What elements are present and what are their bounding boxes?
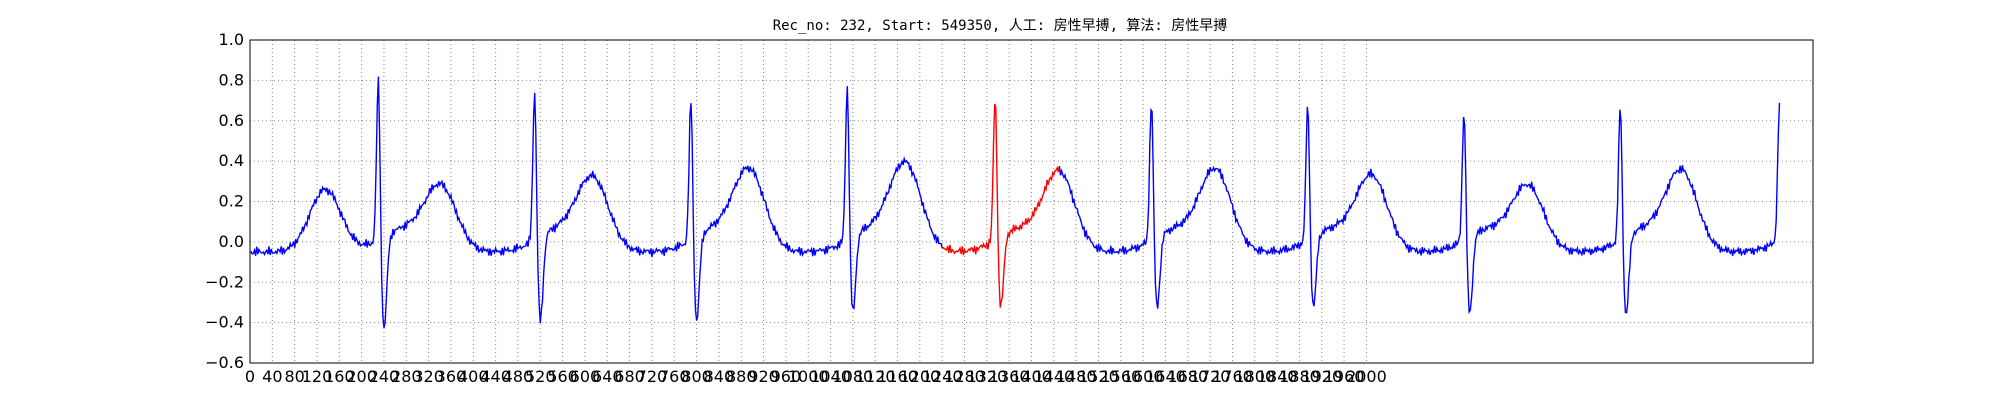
x-tick-label: 1520 bbox=[1078, 367, 1119, 386]
chart-title: Rec_no: 232, Start: 549350, 人工: 房性早搏, 算法… bbox=[773, 17, 1228, 34]
x-tick-label: 1200 bbox=[899, 367, 940, 386]
x-tick-label: 360 bbox=[436, 367, 467, 386]
x-tick-label: 400 bbox=[458, 367, 489, 386]
y-tick-label: −0.2 bbox=[205, 272, 244, 291]
x-tick-label: 1040 bbox=[810, 367, 851, 386]
x-tick-label: 520 bbox=[525, 367, 556, 386]
y-tick-label: −0.6 bbox=[205, 353, 244, 372]
x-tick-label: 0 bbox=[245, 367, 255, 386]
x-tick-label: 1560 bbox=[1100, 367, 1141, 386]
x-tick-label: 440 bbox=[480, 367, 511, 386]
x-tick-label: 40 bbox=[262, 367, 282, 386]
y-tick-label: 0.6 bbox=[219, 111, 244, 130]
x-tick-label: 1920 bbox=[1301, 367, 1342, 386]
plot-frame bbox=[249, 39, 1814, 364]
x-tick-label: 1400 bbox=[1011, 367, 1052, 386]
x-tick-label: 200 bbox=[346, 367, 377, 386]
x-tick-label: 120 bbox=[302, 367, 333, 386]
x-tick-label: 1840 bbox=[1257, 367, 1298, 386]
y-tick-label: 0.2 bbox=[219, 192, 244, 211]
series bbox=[249, 76, 1781, 329]
x-tick-label: 240 bbox=[369, 367, 400, 386]
y-tick-label: 0.0 bbox=[219, 232, 244, 251]
x-tick-label: 1120 bbox=[855, 367, 896, 386]
x-tick-label: 480 bbox=[503, 367, 534, 386]
y-tick-label: 1.0 bbox=[219, 30, 244, 49]
x-tick-label: 1960 bbox=[1324, 367, 1365, 386]
x-tick-label: 880 bbox=[726, 367, 757, 386]
x-tick-label: 560 bbox=[547, 367, 578, 386]
x-tick-label: 1240 bbox=[922, 367, 963, 386]
x-tick-label: 160 bbox=[324, 367, 355, 386]
y-tick-label: 0.8 bbox=[219, 70, 244, 89]
x-tick-label: 1680 bbox=[1167, 367, 1208, 386]
x-tick-label: 1880 bbox=[1279, 367, 1320, 386]
x-tick-label: 1080 bbox=[833, 367, 874, 386]
x-axis: 0 40 8012016020024028032036040044048052056… bbox=[245, 367, 1387, 386]
y-axis: −0.6 −0.4 −0.2 0.0 0.2 0.4 0.6 0.8 1.0 bbox=[205, 30, 244, 372]
x-tick-label: 1640 bbox=[1145, 367, 1186, 386]
x-tick-label: 720 bbox=[637, 367, 668, 386]
x-tick-label: 920 bbox=[748, 367, 779, 386]
signal-segment-normal bbox=[1058, 102, 1781, 314]
x-tick-label: 1600 bbox=[1123, 367, 1164, 386]
x-tick-label: 1160 bbox=[877, 367, 918, 386]
y-tick-label: 0.4 bbox=[219, 151, 244, 170]
x-tick-label: 1320 bbox=[966, 367, 1007, 386]
x-tick-label: 760 bbox=[659, 367, 690, 386]
x-tick-label: 1760 bbox=[1212, 367, 1253, 386]
x-tick-label: 280 bbox=[391, 367, 422, 386]
x-tick-label: 680 bbox=[614, 367, 645, 386]
x-tick-label: 2000 bbox=[1346, 367, 1387, 386]
grid bbox=[249, 39, 1813, 364]
x-tick-label: 80 bbox=[284, 367, 304, 386]
signal-segment-highlight bbox=[942, 103, 1061, 308]
x-tick-label: 960 bbox=[771, 367, 802, 386]
x-tick-label: 320 bbox=[413, 367, 444, 386]
x-tick-label: 1440 bbox=[1033, 367, 1074, 386]
x-tick-label: 840 bbox=[704, 367, 735, 386]
x-tick-label: 640 bbox=[592, 367, 623, 386]
x-tick-label: 1360 bbox=[989, 367, 1030, 386]
x-tick-label: 1800 bbox=[1234, 367, 1275, 386]
x-tick-label: 600 bbox=[570, 367, 601, 386]
y-tick-label: −0.4 bbox=[205, 313, 244, 332]
x-tick-label: 1720 bbox=[1190, 367, 1231, 386]
x-tick-label: 1480 bbox=[1056, 367, 1097, 386]
x-tick-label: 800 bbox=[681, 367, 712, 386]
signal-segment-normal bbox=[249, 76, 943, 329]
x-tick-label: 1280 bbox=[944, 367, 985, 386]
x-tick-label: 1000 bbox=[788, 367, 829, 386]
